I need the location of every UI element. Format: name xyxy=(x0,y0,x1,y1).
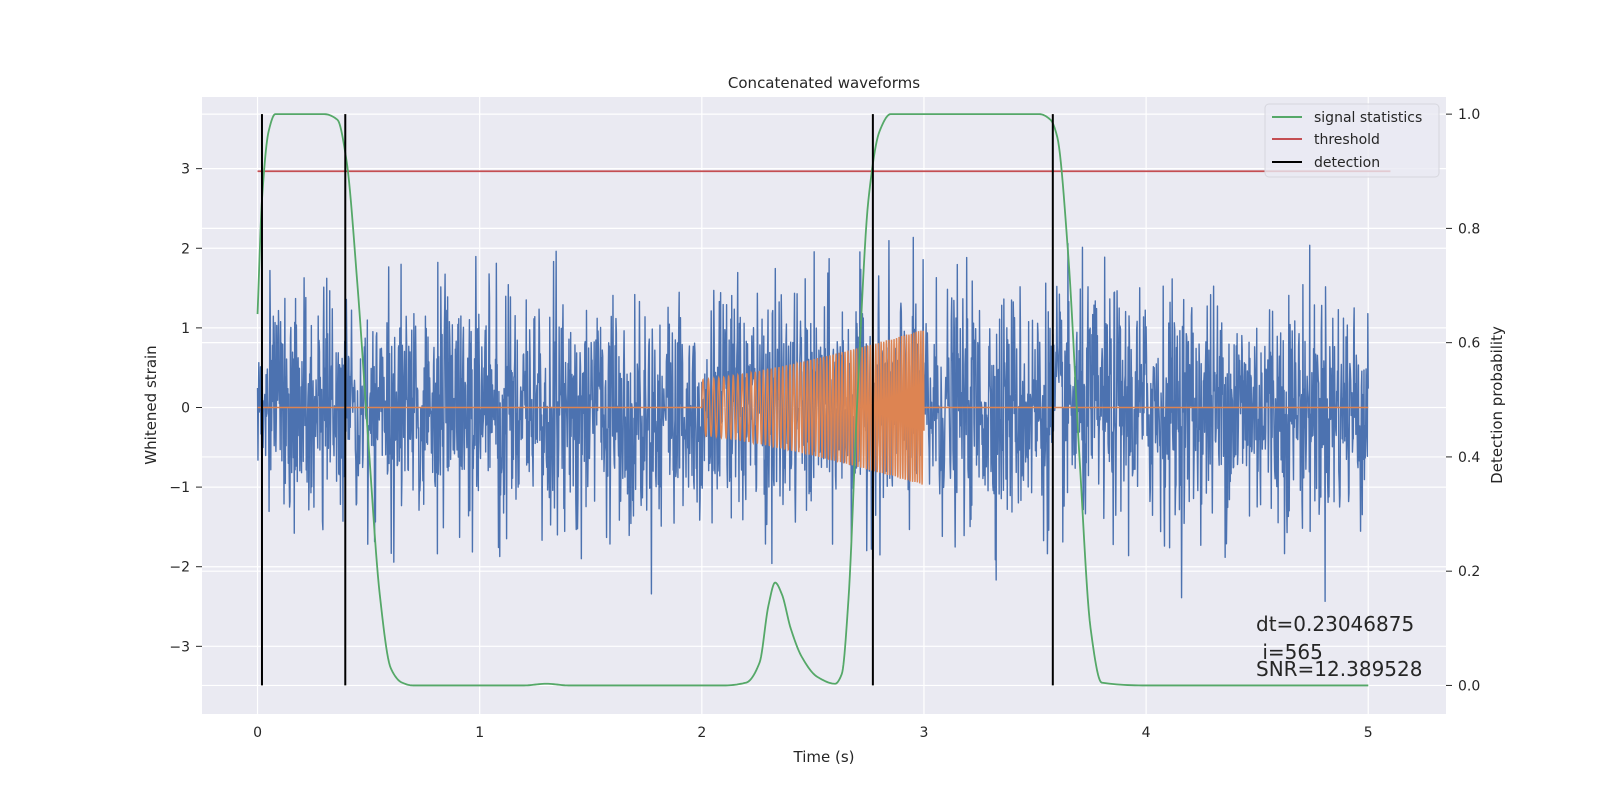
series-noise-line xyxy=(256,236,1369,603)
y2-tick-label: 0.4 xyxy=(1458,450,1480,466)
x-tick-label: 2 xyxy=(697,725,706,741)
legend-detection-label: detection xyxy=(1314,155,1380,171)
y2-axis-label: Detection probability xyxy=(1488,326,1506,484)
y-tick-label: 0 xyxy=(181,400,190,416)
y-axis-label: Whitened strain xyxy=(142,345,160,464)
x-tick-label: 1 xyxy=(475,725,484,741)
y-tick-label: −2 xyxy=(169,560,190,576)
x-tick-labels: 0 1 2 3 4 5 xyxy=(253,725,1373,741)
chart-title: Concatenated waveforms xyxy=(728,74,920,92)
y2-tick-labels: 0.0 0.2 0.4 0.6 0.8 1.0 xyxy=(1446,107,1480,694)
y2-tick-label: 0.6 xyxy=(1458,336,1480,352)
series-layer xyxy=(256,113,1391,687)
x-tick-label: 5 xyxy=(1364,725,1373,741)
y2-tick-label: 0.0 xyxy=(1458,678,1480,694)
x-tick-label: 4 xyxy=(1142,725,1151,741)
series-signal-statistics-line xyxy=(256,113,1369,687)
x-tick-label: 3 xyxy=(920,725,929,741)
annotation-dt: dt=0.23046875 xyxy=(1256,612,1414,636)
legend-box xyxy=(1264,103,1440,178)
x-tick-label: 0 xyxy=(253,725,262,741)
legend-threshold-label: threshold xyxy=(1314,132,1380,148)
legend-signal-statistics-label: signal statistics xyxy=(1314,110,1422,126)
y-tick-label: 2 xyxy=(181,241,190,257)
annotation-block: dt=0.23046875 i=565 SNR=12.389528 xyxy=(1256,612,1422,681)
y2-tick-label: 1.0 xyxy=(1458,107,1480,123)
annotation-i: i=565 xyxy=(1256,640,1323,664)
y2-tick-label: 0.2 xyxy=(1458,564,1480,580)
y-tick-label: 1 xyxy=(181,321,190,337)
x-axis-label: Time (s) xyxy=(793,748,855,766)
y-tick-labels: −3 −2 −1 0 1 2 3 xyxy=(169,162,202,655)
y2-tick-label: 0.8 xyxy=(1458,221,1480,237)
y-tick-label: −1 xyxy=(169,480,190,496)
legend: signal statistics threshold detection xyxy=(1264,103,1440,178)
y-tick-label: 3 xyxy=(181,162,190,178)
annotation-snr: SNR=12.389528 xyxy=(1256,657,1422,681)
y-tick-label: −3 xyxy=(169,639,190,655)
series-injection-line xyxy=(257,330,1369,485)
